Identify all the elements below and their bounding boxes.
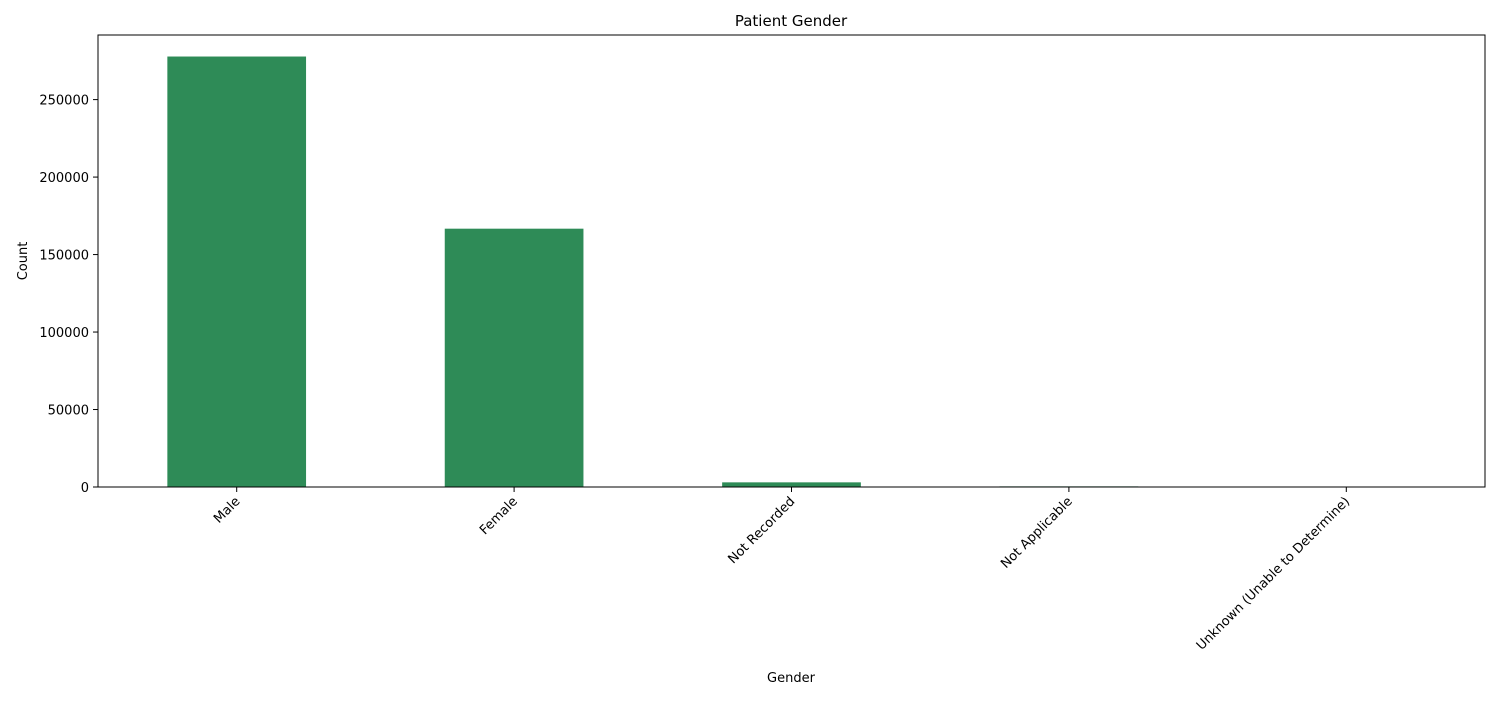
y-axis: 0 50000 100000 150000 200000 250000 xyxy=(39,94,98,496)
x-tick-label: Female xyxy=(477,494,521,538)
bar-male xyxy=(167,56,307,488)
x-tick-label: Not Recorded xyxy=(725,494,798,567)
x-tick-label: Unknown (Unable to Determine) xyxy=(1194,494,1353,653)
y-tick-label: 250000 xyxy=(39,94,89,109)
x-axis-label: Gender xyxy=(767,671,816,686)
bar-female xyxy=(444,228,584,487)
chart-title: Patient Gender xyxy=(735,12,848,30)
y-tick-label: 150000 xyxy=(39,249,89,264)
plot-frame xyxy=(97,34,1486,488)
bar-not-recorded xyxy=(722,482,861,487)
y-tick-label: 200000 xyxy=(39,171,89,186)
bars xyxy=(167,56,1416,488)
x-tick-label: Not Applicable xyxy=(998,494,1075,571)
x-axis: Male Female Not Recorded Not Applicable Unkn… xyxy=(211,487,1353,654)
y-tick-label: 0 xyxy=(81,481,89,496)
x-tick-label: Male xyxy=(211,494,243,526)
y-tick-label: 100000 xyxy=(39,326,89,341)
y-axis-label: Count xyxy=(16,242,31,281)
y-tick-label: 50000 xyxy=(48,404,89,419)
